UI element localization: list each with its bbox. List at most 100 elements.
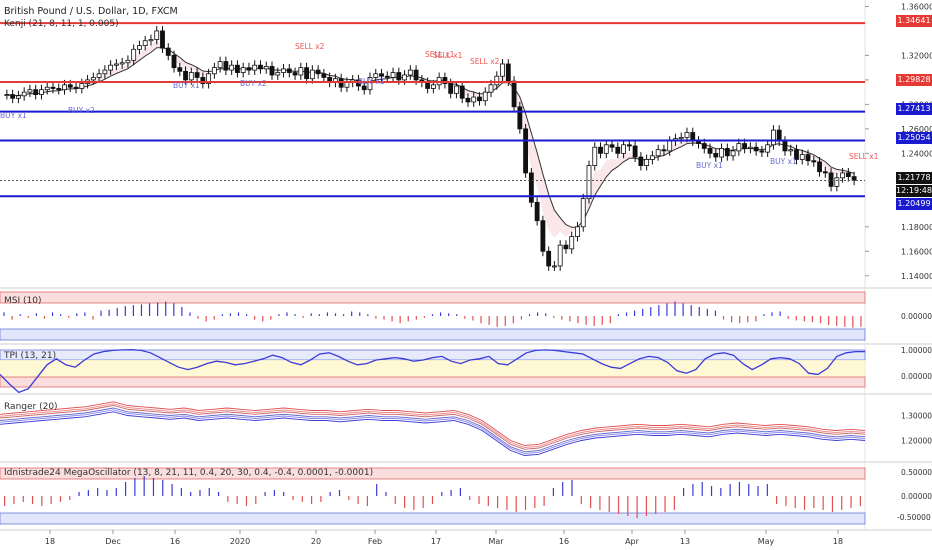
countdown-tag: 12:19:48 bbox=[896, 185, 932, 197]
candle-body bbox=[235, 64, 240, 73]
candle-body bbox=[546, 250, 552, 267]
candle-body bbox=[678, 137, 684, 140]
candle-body bbox=[361, 85, 367, 91]
candle-body bbox=[638, 156, 644, 166]
signal-label: SELL x2 bbox=[470, 57, 500, 66]
candle-body bbox=[39, 89, 44, 95]
indicator-label: Kenji (21, 8, 11, 1, 0.005) bbox=[4, 19, 119, 29]
candle-body bbox=[736, 143, 742, 152]
candle-body bbox=[206, 73, 212, 84]
last-price-tag: 1.21778 bbox=[896, 172, 932, 184]
candle-body bbox=[459, 85, 465, 99]
candle-body bbox=[523, 128, 529, 174]
candle-body bbox=[229, 64, 235, 71]
candle-body bbox=[171, 55, 177, 69]
candle-body bbox=[603, 144, 609, 154]
candle-body bbox=[188, 72, 194, 81]
candle-body bbox=[667, 140, 673, 152]
candle-body bbox=[281, 68, 286, 73]
candle-body bbox=[56, 88, 62, 91]
candle-body bbox=[799, 154, 805, 160]
candle-body bbox=[811, 160, 817, 163]
candle-body bbox=[569, 236, 575, 250]
candle-body bbox=[125, 59, 131, 64]
candle-body bbox=[131, 48, 137, 61]
candle-body bbox=[753, 146, 759, 152]
candle-body bbox=[402, 74, 407, 81]
ranger-line bbox=[0, 407, 866, 453]
level-tag-2: 1.29828 bbox=[896, 74, 932, 86]
candle-body bbox=[373, 73, 379, 78]
candle-body bbox=[488, 84, 494, 93]
msi-upper-band bbox=[0, 291, 866, 304]
ranger-line bbox=[0, 401, 866, 446]
mega-tick-label: 0.00000 bbox=[901, 492, 932, 501]
x-tick-label: 18 bbox=[833, 537, 843, 546]
price-tick-label: 1.32000 bbox=[901, 51, 932, 60]
ranger-tick-label: 1.30000 bbox=[901, 412, 932, 421]
x-tick-label: 13 bbox=[680, 537, 690, 546]
candle-body bbox=[15, 95, 21, 99]
candle-body bbox=[379, 73, 384, 77]
candle-body bbox=[649, 155, 655, 160]
candle-body bbox=[771, 129, 776, 146]
chart-title: British Pound / U.S. Dollar, 1D, FXCM bbox=[4, 6, 178, 17]
candle-body bbox=[482, 91, 488, 102]
candle-body bbox=[471, 96, 477, 103]
candle-body bbox=[240, 67, 246, 73]
candle-body bbox=[113, 63, 119, 66]
signal-label: SELL x1 bbox=[849, 152, 879, 161]
candle-body bbox=[367, 77, 373, 91]
level-tag-4: 1.25054 bbox=[896, 132, 932, 144]
x-tick-label: Mar bbox=[488, 537, 504, 546]
x-tick-label: 17 bbox=[431, 537, 441, 546]
candle-body bbox=[845, 172, 851, 178]
candle-body bbox=[119, 62, 125, 65]
candle-body bbox=[246, 67, 252, 71]
candle-body bbox=[742, 143, 748, 149]
candle-body bbox=[626, 144, 632, 147]
ranger-tick-label: 1.20000 bbox=[901, 437, 932, 446]
candle-body bbox=[747, 146, 753, 149]
candle-body bbox=[102, 69, 108, 75]
candle-body bbox=[4, 94, 10, 96]
candle-body bbox=[615, 146, 621, 154]
level-tag-5: 1.20499 bbox=[896, 198, 932, 210]
level-tag-3: 1.27413 bbox=[896, 103, 932, 115]
tpi-mid-band bbox=[0, 360, 865, 377]
candle-body bbox=[477, 96, 482, 102]
candle-body bbox=[528, 172, 534, 203]
candle-body bbox=[500, 63, 505, 77]
candle-body bbox=[586, 165, 592, 200]
x-tick-label: 20 bbox=[311, 537, 321, 546]
candle-body bbox=[62, 84, 67, 91]
x-tick-label: Dec bbox=[105, 537, 120, 546]
price-tick-label: 1.24000 bbox=[901, 149, 932, 158]
candle-body bbox=[67, 84, 73, 88]
candle-body bbox=[788, 149, 794, 152]
ranger-line bbox=[0, 409, 866, 454]
candle-body bbox=[148, 39, 154, 42]
ranger-line bbox=[0, 403, 866, 448]
tpi-tick-label: 1.00000 bbox=[901, 346, 932, 355]
candle-body bbox=[275, 72, 281, 76]
candle-body bbox=[96, 73, 102, 78]
x-tick-label: May bbox=[758, 537, 775, 546]
msi-tick-label: 0.00000 bbox=[901, 312, 932, 321]
kenji-cloud bbox=[6, 39, 855, 238]
candle-body bbox=[621, 144, 626, 154]
candle-body bbox=[27, 89, 33, 93]
tpi-tick-label: 0.00000 bbox=[901, 372, 932, 381]
candle-body bbox=[90, 77, 96, 81]
candle-body bbox=[286, 68, 292, 73]
candle-body bbox=[661, 149, 667, 152]
price-tick-label: 1.14000 bbox=[901, 272, 932, 281]
mega-tick-label: -0.50000 bbox=[897, 513, 931, 522]
candle-body bbox=[390, 72, 396, 78]
signal-label: BUY x1 bbox=[0, 111, 27, 120]
candle-body bbox=[713, 152, 719, 158]
mega-lower-band bbox=[0, 512, 866, 525]
candle-body bbox=[165, 47, 171, 56]
candle-body bbox=[79, 83, 85, 89]
